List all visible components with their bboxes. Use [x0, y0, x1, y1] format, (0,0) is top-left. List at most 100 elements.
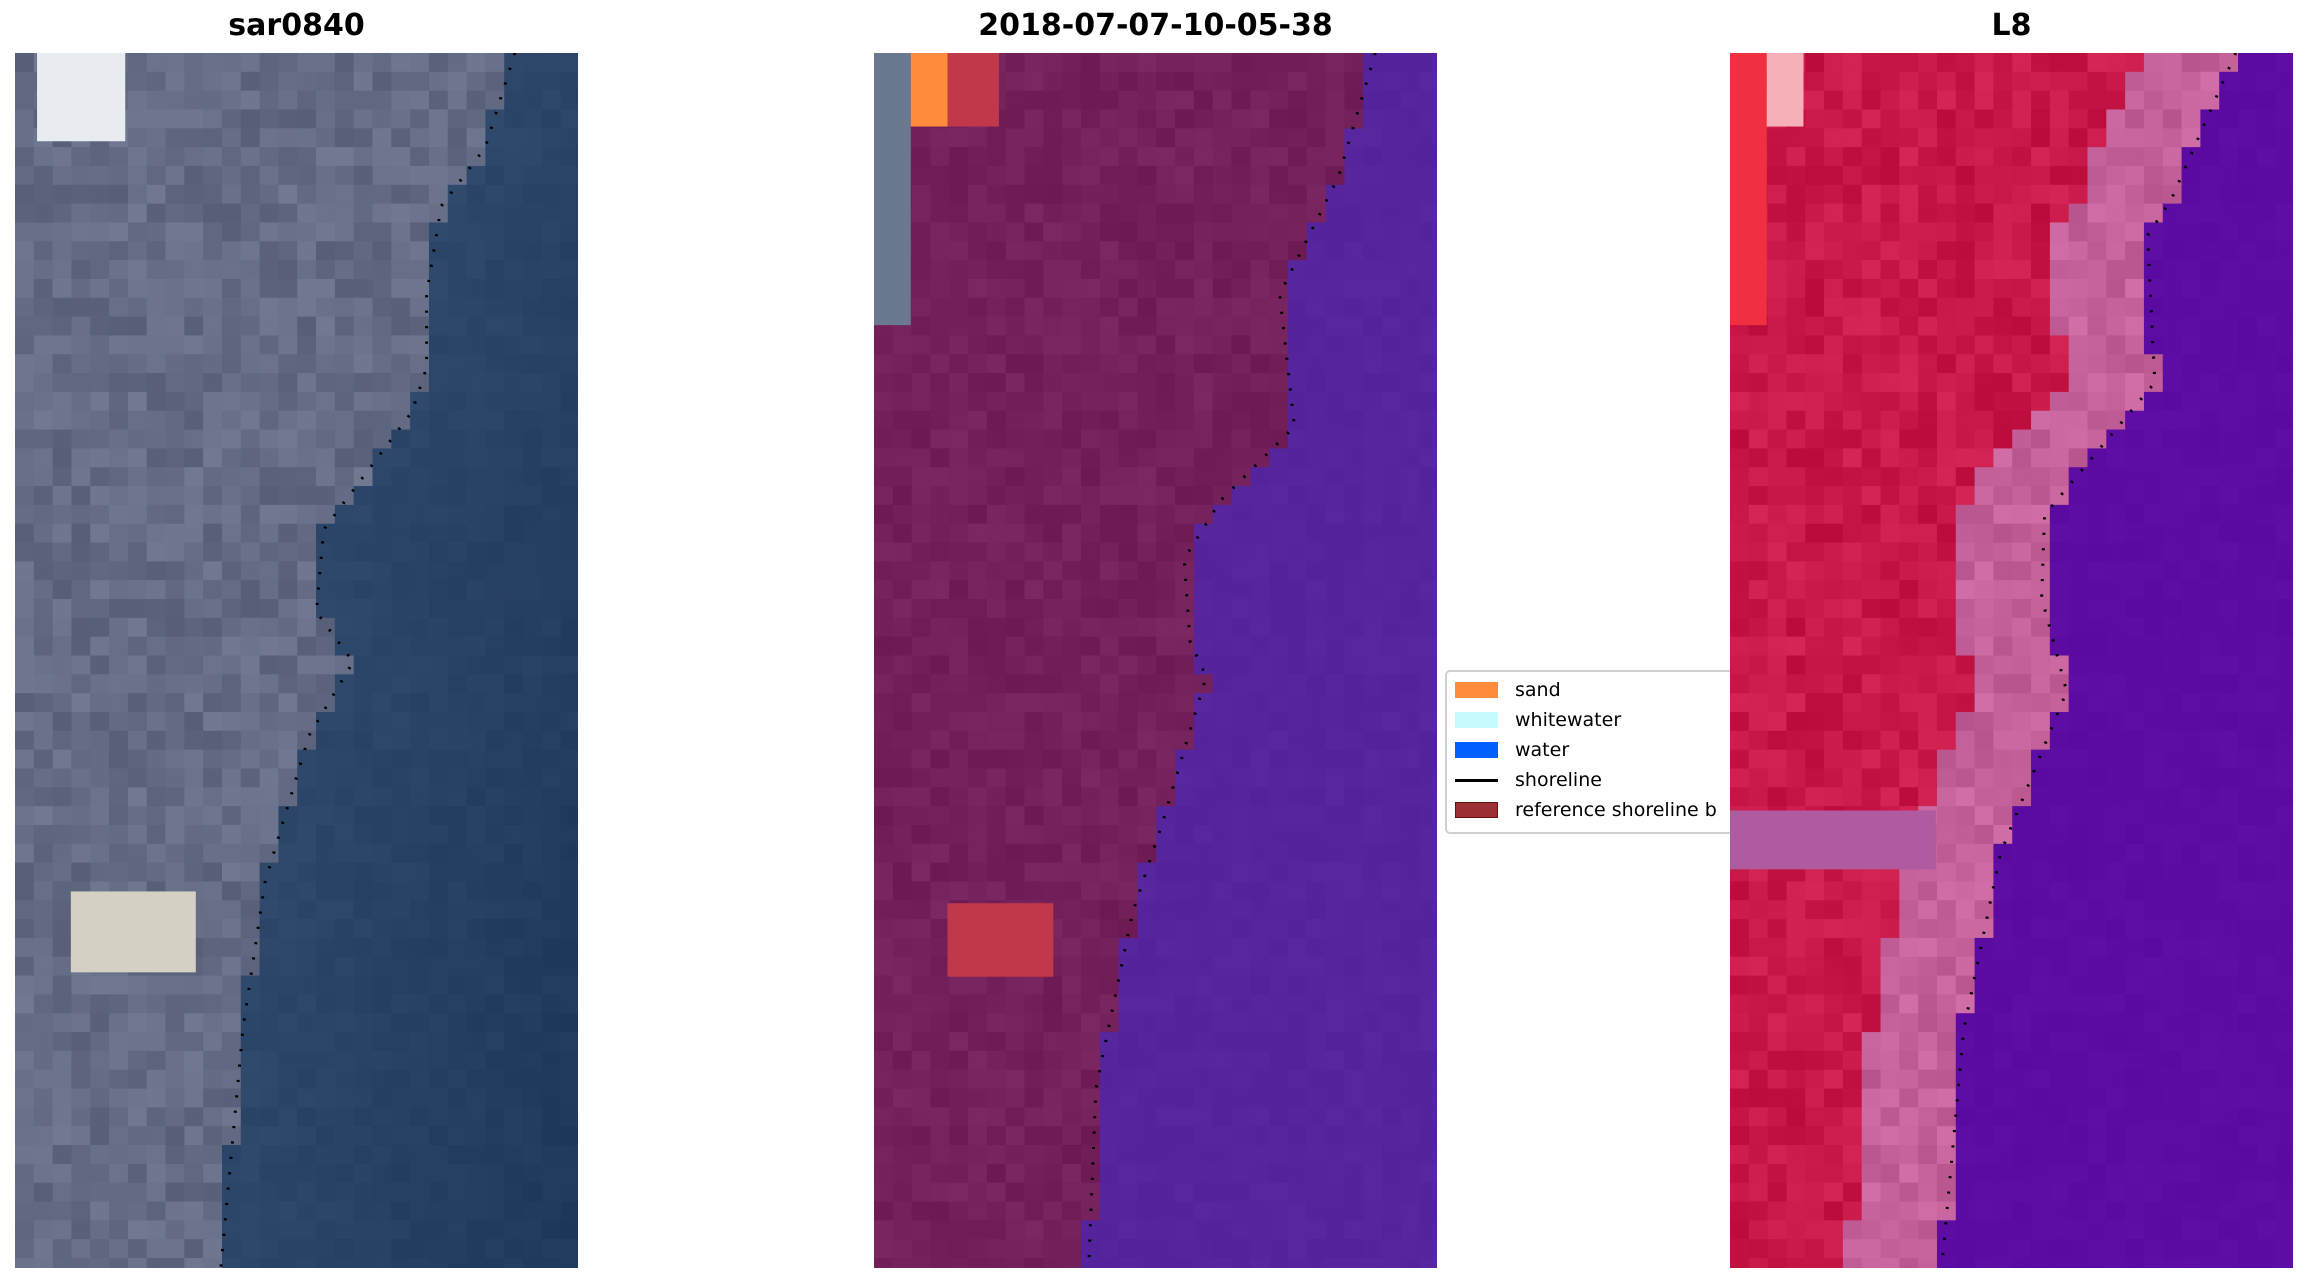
image-pixel	[1419, 147, 1437, 167]
image-pixel	[2181, 203, 2202, 224]
image-pixel	[240, 203, 261, 224]
image-pixel	[184, 1126, 204, 1146]
image-pixel	[1137, 787, 1157, 807]
image-pixel	[1363, 1013, 1383, 1033]
image-pixel	[1062, 222, 1082, 243]
image-pixel	[560, 843, 578, 864]
image-pixel	[1325, 53, 1346, 73]
image-pixel	[109, 749, 129, 770]
image-pixel	[1767, 448, 1788, 468]
image-pixel	[33, 824, 54, 845]
image-pixel	[447, 523, 468, 544]
unclassified-area	[874, 53, 911, 326]
image-pixel	[485, 1032, 505, 1052]
image-pixel	[1805, 109, 1825, 130]
image-pixel	[410, 862, 430, 883]
image-pixel	[1805, 429, 1825, 450]
image-pixel	[2275, 486, 2293, 506]
image-pixel	[259, 561, 280, 581]
image-pixel	[90, 975, 110, 996]
image-pixel	[221, 1126, 242, 1146]
image-pixel	[968, 1182, 988, 1203]
image-pixel	[1899, 542, 1919, 563]
image-pixel	[1382, 768, 1402, 789]
image-pixel	[1899, 693, 1919, 713]
image-pixel	[1767, 278, 1788, 299]
image-pixel	[410, 1145, 430, 1165]
image-pixel	[1363, 486, 1383, 506]
image-pixel	[1269, 467, 1289, 487]
image-pixel	[1212, 975, 1233, 996]
image-pixel	[1231, 165, 1252, 186]
image-pixel	[391, 109, 411, 130]
image-pixel	[911, 1163, 932, 1184]
image-pixel	[165, 862, 186, 883]
image-pixel	[466, 241, 487, 261]
image-pixel	[2181, 617, 2202, 638]
image-pixel	[1730, 523, 1750, 544]
image-pixel	[52, 504, 73, 525]
image-pixel	[1936, 165, 1957, 186]
image-pixel	[109, 1069, 129, 1090]
image-pixel	[71, 1163, 91, 1184]
image-pixel	[1419, 523, 1437, 544]
image-pixel	[278, 730, 298, 751]
image-pixel	[146, 354, 167, 374]
image-pixel	[2162, 693, 2183, 713]
image-pixel	[1099, 523, 1120, 544]
image-pixel	[1212, 711, 1233, 732]
image-pixel	[1099, 1088, 1120, 1109]
image-pixel	[221, 787, 242, 807]
image-pixel	[372, 448, 393, 468]
image-pixel	[146, 128, 167, 148]
image-pixel	[127, 1126, 148, 1146]
image-pixel	[892, 975, 913, 996]
image-pixel	[1118, 297, 1139, 318]
image-pixel	[184, 994, 204, 1014]
image-pixel	[1730, 617, 1750, 638]
image-pixel	[2200, 128, 2220, 148]
image-pixel	[1786, 636, 1806, 657]
image-pixel	[2106, 486, 2126, 506]
image-pixel	[127, 599, 148, 619]
image-pixel	[504, 165, 524, 186]
image-pixel	[2125, 580, 2145, 600]
image-pixel	[2238, 203, 2258, 224]
image-pixel	[1250, 730, 1270, 751]
image-pixel	[523, 975, 543, 996]
image-pixel	[428, 542, 449, 563]
image-pixel	[1099, 109, 1120, 130]
image-pixel	[1363, 316, 1383, 337]
image-pixel	[1344, 655, 1364, 676]
image-pixel	[2031, 674, 2051, 694]
image-pixel	[485, 711, 505, 732]
image-pixel	[146, 1182, 167, 1203]
image-pixel	[2200, 278, 2220, 299]
image-pixel	[1974, 429, 1995, 450]
image-pixel	[523, 448, 543, 468]
image-pixel	[1344, 749, 1364, 770]
image-pixel	[949, 617, 969, 638]
image-pixel	[334, 824, 355, 845]
image-pixel	[541, 693, 562, 713]
image-pixel	[1062, 730, 1082, 751]
image-pixel	[1880, 316, 1901, 337]
image-pixel	[504, 824, 524, 845]
image-pixel	[221, 335, 242, 355]
image-pixel	[1400, 391, 1421, 412]
image-pixel	[874, 693, 894, 713]
image-pixel	[2219, 297, 2239, 318]
image-pixel	[1269, 335, 1289, 355]
image-pixel	[90, 862, 110, 883]
image-pixel	[278, 599, 298, 619]
image-pixel	[1824, 486, 1844, 506]
image-pixel	[1382, 203, 1402, 224]
image-pixel	[523, 354, 543, 374]
image-pixel	[2181, 278, 2202, 299]
image-pixel	[278, 1220, 298, 1240]
image-pixel	[203, 373, 223, 393]
image-pixel	[316, 222, 336, 243]
image-pixel	[986, 241, 1007, 261]
image-pixel	[1005, 580, 1026, 600]
image-pixel	[1062, 542, 1082, 563]
